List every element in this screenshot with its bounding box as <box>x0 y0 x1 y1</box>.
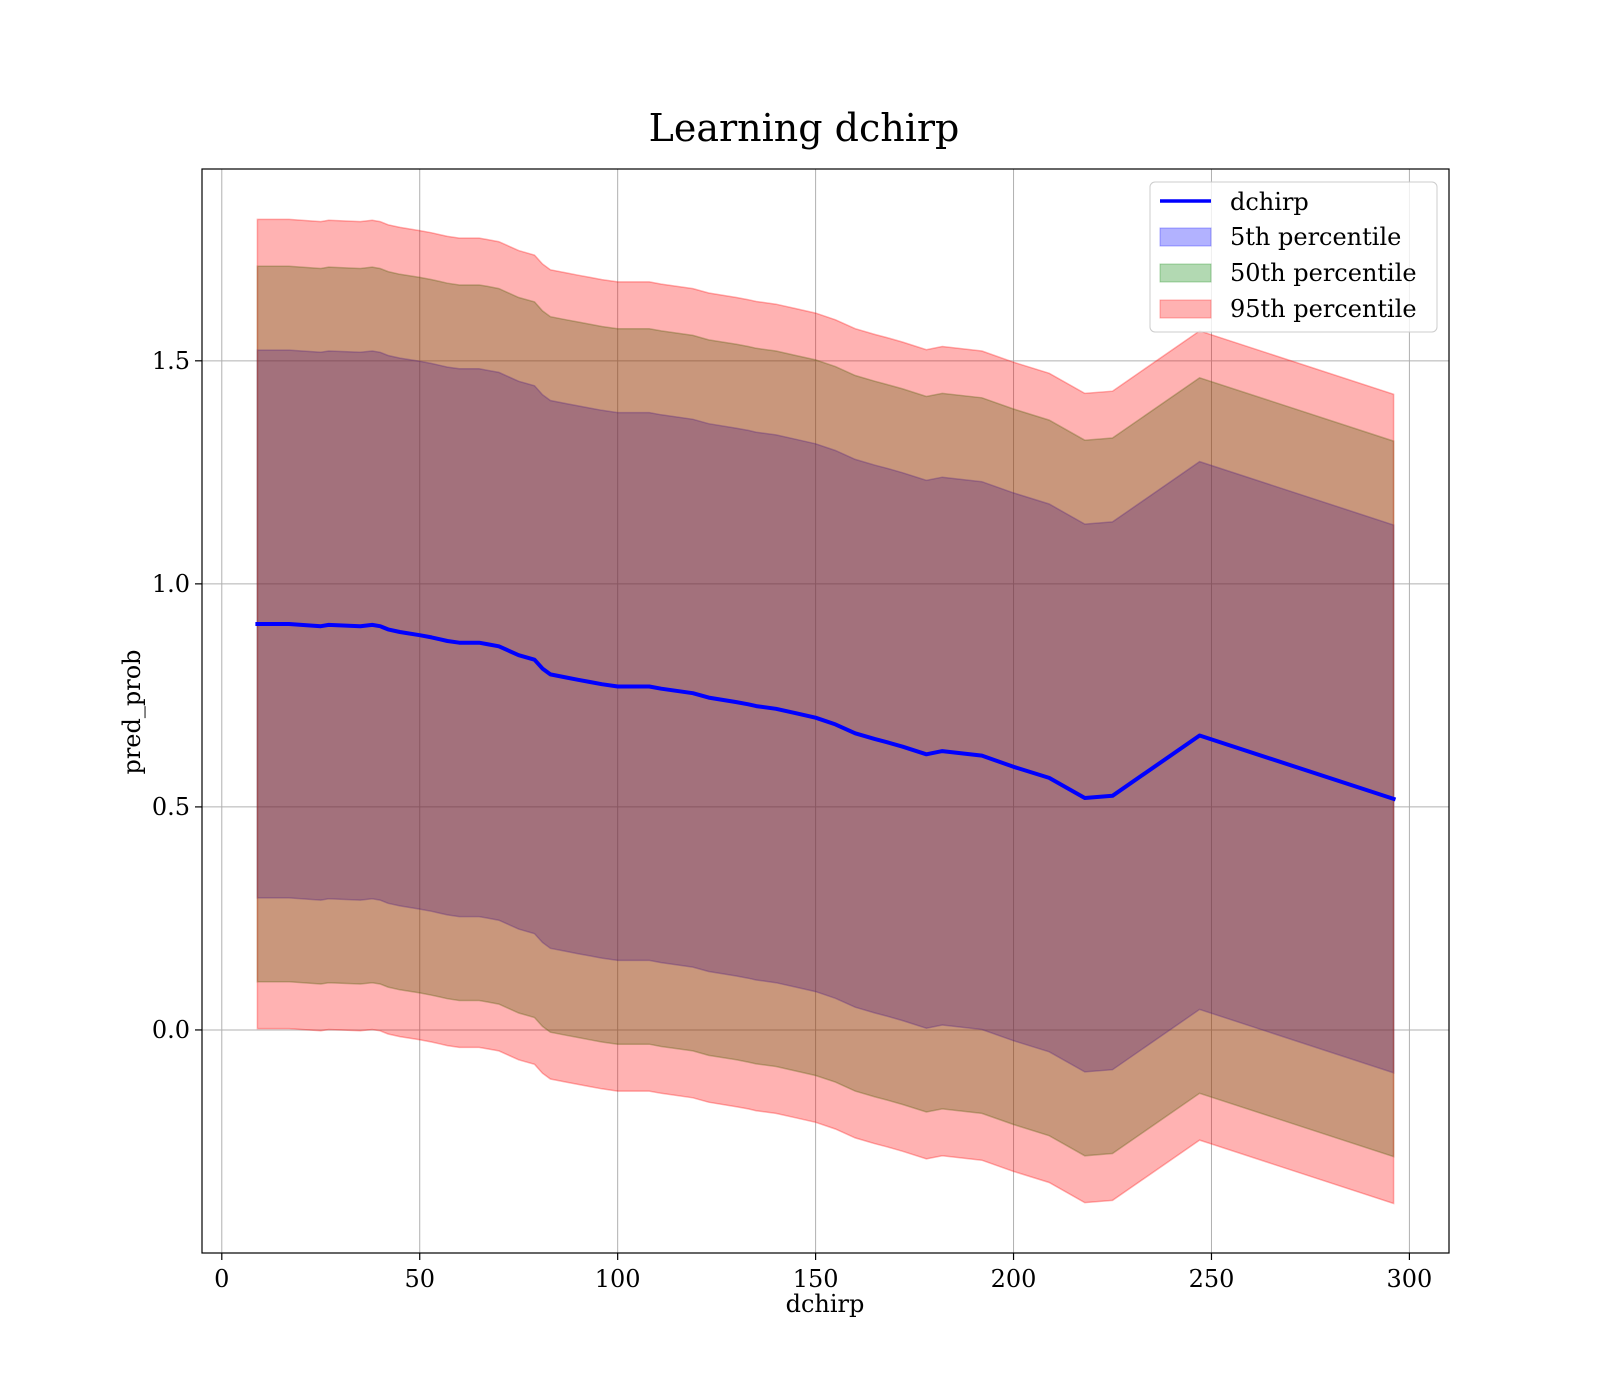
legend: dchirp 5th percentile 50th percentile 95… <box>1149 181 1438 333</box>
legend-swatch-band-2 <box>1159 299 1212 319</box>
x-tick-label: 300 <box>1387 1265 1433 1293</box>
series-line-dchirp <box>255 622 1397 802</box>
x-tick-label: 150 <box>793 1265 839 1293</box>
y-tick-label: 1.0 <box>152 570 190 598</box>
plot-frame <box>201 168 1450 1254</box>
x-tick-label: 100 <box>595 1265 641 1293</box>
x-tick-label: 250 <box>1189 1265 1235 1293</box>
y-tick-label: 1.5 <box>152 347 190 375</box>
y-tick-label: 0.5 <box>152 793 190 821</box>
x-tick-label: 200 <box>991 1265 1037 1293</box>
legend-swatch-band-0 <box>1159 227 1212 247</box>
percentile-bands <box>256 218 1395 1205</box>
x-axis-label: dchirp <box>786 1290 865 1318</box>
y-axis-label: pred_prob <box>118 649 146 774</box>
y-tick-label: 0.0 <box>152 1016 190 1044</box>
legend-swatch-band-1 <box>1159 263 1212 283</box>
band-0-area <box>256 349 1395 1074</box>
band-2-area <box>256 218 1395 1205</box>
axis-ticks: 0 50 100 150 200 250 300 0.0 0.5 1.0 1.5 <box>152 347 1432 1293</box>
grid <box>202 169 1449 1253</box>
x-tick-label: 50 <box>404 1265 435 1293</box>
legend-label-band-1: 50th percentile <box>1230 259 1417 287</box>
chart-title: Learning dchirp <box>649 106 960 150</box>
x-tick-label: 0 <box>214 1265 229 1293</box>
legend-label-line: dchirp <box>1230 188 1309 216</box>
legend-label-band-0: 5th percentile <box>1230 223 1401 251</box>
band-1-area <box>256 265 1395 1158</box>
legend-label-band-2: 95th percentile <box>1230 295 1417 323</box>
series-lines <box>255 622 1397 802</box>
legend-box <box>1149 181 1438 333</box>
